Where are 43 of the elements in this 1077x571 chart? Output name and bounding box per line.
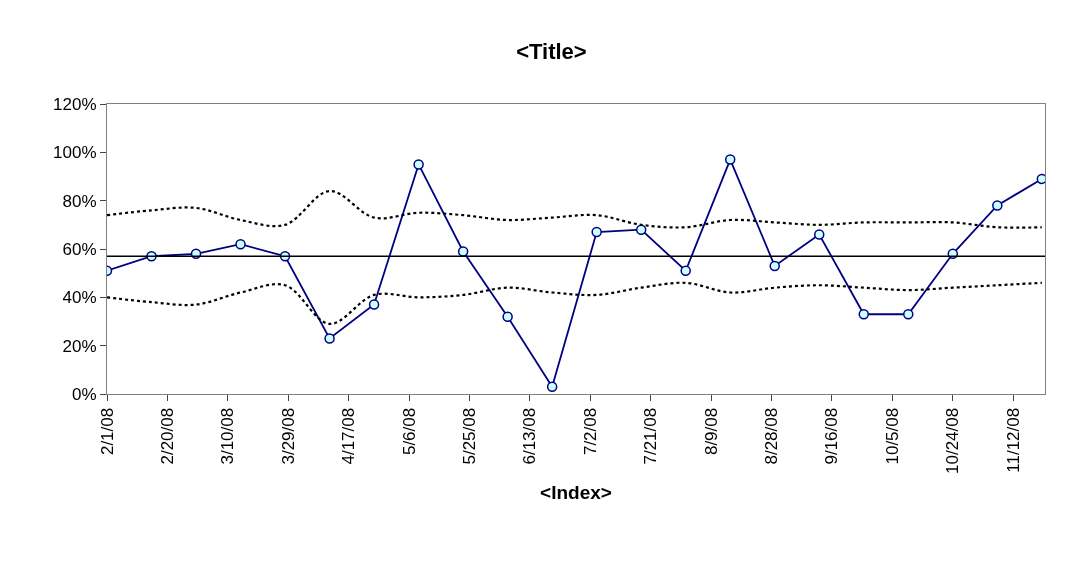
x-tick-label: 3/29/08: [278, 407, 298, 465]
point: [502, 311, 513, 322]
y-tick-label: 0%: [72, 384, 97, 404]
x-tick-label: 10/24/08: [943, 407, 963, 474]
point: [724, 154, 736, 165]
x-tick-label: 8/28/08: [762, 407, 782, 465]
point: [769, 260, 780, 272]
x-tick-label: 5/25/08: [460, 407, 480, 465]
point: [591, 226, 602, 238]
x-tick-label: 2/1/08: [97, 407, 117, 456]
point: [1036, 173, 1045, 185]
point: [235, 238, 246, 250]
x-tick-label: 5/6/08: [399, 407, 419, 456]
x-tick-label: 4/17/08: [339, 407, 359, 465]
y-tick-label: 60%: [62, 239, 97, 259]
x-tick-label: 10/5/08: [882, 407, 902, 465]
point: [546, 381, 558, 392]
point: [457, 246, 469, 257]
line-series: [107, 281, 1043, 326]
point: [324, 333, 335, 344]
x-tick-label: 7/21/08: [641, 407, 661, 465]
point: [680, 265, 691, 276]
x-tick-label: 8/9/08: [701, 407, 721, 456]
point: [813, 229, 825, 240]
x-tick-label: 6/13/08: [520, 407, 540, 465]
y-tick-label: 100%: [53, 143, 97, 163]
point: [413, 159, 424, 170]
point: [992, 200, 1003, 211]
point: [903, 309, 914, 320]
x-tick-label: 3/10/08: [218, 407, 238, 465]
point: [368, 299, 380, 310]
x-tick-label: 7/2/08: [580, 407, 600, 456]
chart-title: <Title>: [516, 39, 587, 65]
x-tick-label: 2/20/08: [157, 407, 177, 465]
y-tick-label: 20%: [62, 336, 97, 356]
y-tick-label: 120%: [53, 94, 97, 114]
point: [858, 309, 870, 320]
point: [635, 224, 647, 235]
x-axis-title: <Index>: [540, 481, 612, 503]
x-tick-label: 11/12/08: [1003, 407, 1023, 473]
x-tick-label: 9/16/08: [822, 407, 842, 465]
y-tick-label: 80%: [62, 191, 97, 211]
y-tick-label: 40%: [62, 288, 97, 308]
